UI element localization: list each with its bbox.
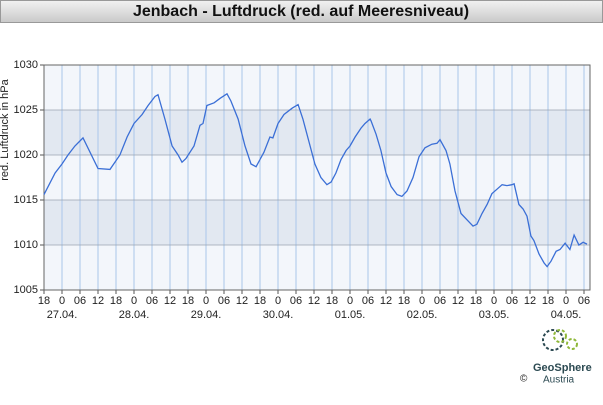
x-tick-label: 0	[347, 295, 353, 307]
day-label: 30.04.	[263, 309, 294, 321]
x-tick-label: 06	[218, 295, 230, 307]
x-tick-label: 06	[74, 295, 86, 307]
plot-band	[44, 110, 590, 155]
y-tick-label: 1010	[14, 239, 38, 251]
logo: GeoSphere Austria ©	[520, 329, 592, 386]
x-tick-label: 18	[470, 295, 482, 307]
x-tick-label: 18	[254, 295, 266, 307]
x-tick-label: 0	[491, 295, 497, 307]
x-tick-label: 18	[398, 295, 410, 307]
x-tick-label: 18	[38, 295, 50, 307]
day-label: 27.04.	[47, 309, 78, 321]
day-label: 02.05.	[407, 309, 438, 321]
copyright: ©	[520, 374, 528, 385]
x-tick-label: 06	[506, 295, 518, 307]
x-tick-label: 12	[308, 295, 320, 307]
day-label: 01.05.	[335, 309, 366, 321]
logo-country: Austria	[543, 375, 575, 386]
day-label: 04.05.	[551, 309, 582, 321]
x-tick-label: 06	[290, 295, 302, 307]
x-tick-label: 12	[452, 295, 464, 307]
logo-mark	[542, 329, 564, 351]
x-tick-label: 18	[326, 295, 338, 307]
x-tick-label: 06	[434, 295, 446, 307]
x-tick-label: 0	[59, 295, 65, 307]
day-label: 28.04.	[119, 309, 150, 321]
x-tick-label: 18	[110, 295, 122, 307]
day-label: 29.04.	[191, 309, 222, 321]
x-tick-label: 12	[524, 295, 536, 307]
chart-title: Jenbach - Luftdruck (red. auf Meeresnive…	[133, 3, 469, 20]
x-tick-label: 12	[92, 295, 104, 307]
x-tick-label: 12	[380, 295, 392, 307]
x-tick-label: 0	[419, 295, 425, 307]
x-tick-label: 0	[275, 295, 281, 307]
y-tick-label: 1025	[14, 104, 38, 116]
x-tick-label: 18	[182, 295, 194, 307]
y-tick-label: 1020	[14, 149, 38, 161]
x-tick-label: 0	[131, 295, 137, 307]
logo-brand: GeoSphere	[533, 362, 592, 374]
logo-mark	[553, 329, 567, 343]
x-tick-label: 06	[146, 295, 158, 307]
x-tick-label: 12	[164, 295, 176, 307]
data-line	[43, 92, 588, 268]
plot-border	[43, 64, 591, 291]
plot-band	[44, 155, 590, 200]
y-tick-label: 1015	[14, 194, 38, 206]
x-tick-label: 06	[362, 295, 374, 307]
x-tick-label: 0	[203, 295, 209, 307]
plot-band	[44, 65, 590, 110]
x-tick-label: 06	[578, 295, 590, 307]
x-tick-label: 18	[542, 295, 554, 307]
logo-mark	[566, 338, 578, 350]
plot-band	[44, 200, 590, 245]
y-axis-label: red. Luftdruck in hPa	[0, 78, 11, 180]
x-tick-label: 12	[236, 295, 248, 307]
y-tick-label: 1030	[14, 59, 38, 71]
day-label: 03.05.	[479, 309, 510, 321]
y-tick-label: 1005	[14, 284, 38, 296]
plot-band	[44, 245, 590, 290]
x-tick-label: 0	[563, 295, 569, 307]
